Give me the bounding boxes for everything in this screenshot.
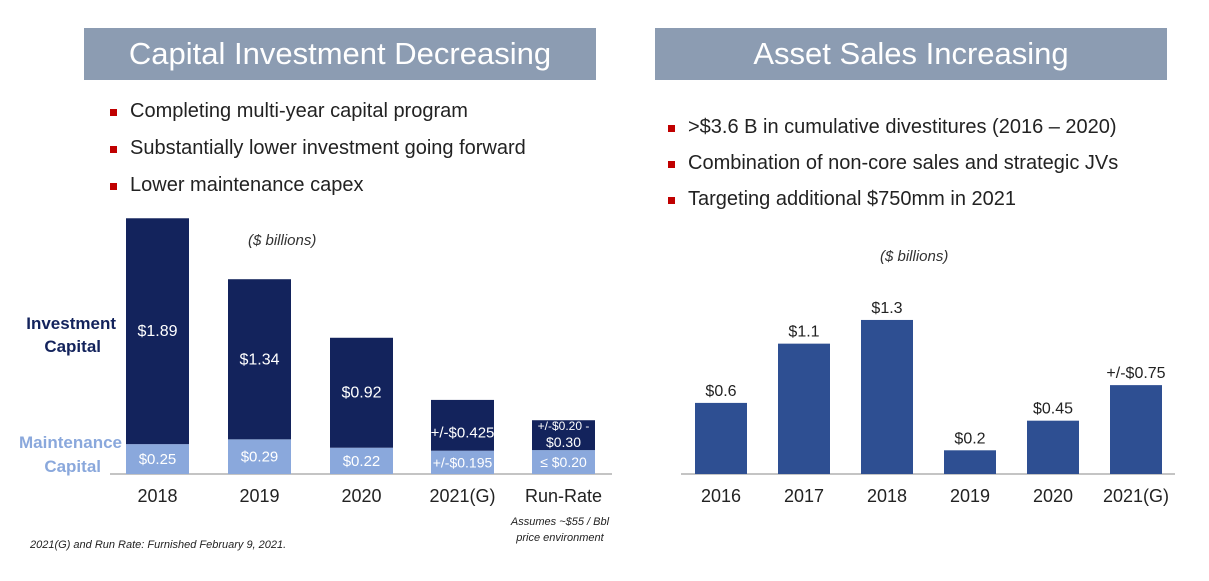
bar-investment — [330, 337, 393, 448]
x-tick-label: 2020 — [1033, 486, 1073, 506]
bar-asset-sales — [778, 343, 830, 474]
x-tick-label: 2016 — [701, 486, 741, 506]
runrate-note-line: Assumes ~$55 / Bbl — [510, 516, 610, 528]
bullet-item: Targeting additional $750mm in 2021 — [666, 188, 1118, 224]
runrate-note: Assumes ~$55 / Bbl price environment — [505, 514, 615, 546]
bar-asset-sales — [1110, 385, 1162, 474]
value-label: $1.1 — [788, 324, 819, 341]
bar-investment — [228, 279, 291, 440]
value-label: $0.45 — [1033, 401, 1073, 418]
bar-investment — [532, 420, 595, 451]
bar-maintenance — [532, 450, 595, 474]
asset-unit-label: ($ billions) — [880, 248, 949, 265]
investment-value-label: $1.89 — [137, 323, 177, 340]
bar-maintenance — [228, 439, 291, 474]
maintenance-capital-label: Maintenance — [19, 433, 122, 452]
investment-value-label: +/-$0.425 — [431, 424, 495, 441]
capital-chart: $0.25 $1.89 2018 $0.29 $1.34 2019 $0.22 $0.92 20… — [110, 218, 612, 506]
capital-investment-title: Capital Investment Decreasing — [84, 28, 596, 80]
investment-capital-label: Capital — [44, 337, 101, 356]
x-tick-label: Run-Rate — [525, 486, 602, 506]
bar-asset-sales — [695, 402, 747, 474]
bullet-item: Lower maintenance capex — [108, 174, 526, 211]
footnote: 2021(G) and Run Rate: Furnished February… — [30, 539, 287, 551]
maintenance-value-label: $0.22 — [343, 453, 381, 470]
asset-bullet-list: >$3.6 B in cumulative divestitures (2016… — [666, 116, 1118, 224]
maintenance-capital-label: Capital — [44, 457, 101, 476]
bullet-item: Substantially lower investment going for… — [108, 137, 526, 174]
maintenance-value-label: ≤ $0.20 — [540, 454, 587, 470]
investment-value-label: $0.92 — [341, 385, 381, 402]
value-label: +/-$0.75 — [1106, 365, 1165, 382]
bar-asset-sales — [861, 319, 913, 474]
bullet-item: Completing multi-year capital program — [108, 100, 526, 137]
bar-investment — [126, 218, 189, 445]
x-tick-label: 2021(G) — [1103, 486, 1169, 506]
runrate-note-line: price environment — [516, 532, 604, 544]
capital-bullet-list: Completing multi-year capital program Su… — [108, 100, 526, 211]
x-tick-label: 2019 — [239, 486, 279, 506]
maintenance-value-label: $0.25 — [139, 451, 177, 468]
bullet-item: >$3.6 B in cumulative divestitures (2016… — [666, 116, 1118, 152]
bar-asset-sales — [1027, 420, 1079, 474]
bar-maintenance — [431, 450, 494, 474]
x-tick-label: 2020 — [341, 486, 381, 506]
bar-asset-sales — [944, 450, 996, 474]
value-label: $1.3 — [871, 300, 902, 317]
bar-investment — [431, 399, 494, 451]
value-label: $0.2 — [954, 430, 985, 447]
bar-maintenance — [126, 444, 189, 474]
maintenance-value-label: $0.29 — [241, 449, 279, 466]
x-tick-label: 2018 — [867, 486, 907, 506]
asset-sales-title: Asset Sales Increasing — [655, 28, 1167, 80]
value-label: $0.6 — [705, 383, 736, 400]
x-tick-label: 2018 — [137, 486, 177, 506]
asset-sales-chart: $0.6 2016 $1.1 2017 $1.3 2018 $0.2 2019 $0.45 202… — [681, 300, 1175, 506]
investment-capital-label: Investment — [26, 314, 116, 333]
x-tick-label: 2021(G) — [429, 486, 495, 506]
series-labels: Investment Capital Maintenance Capital — [19, 314, 122, 476]
x-tick-label: 2017 — [784, 486, 824, 506]
x-tick-label: 2019 — [950, 486, 990, 506]
investment-value-label: $0.30 — [546, 434, 581, 450]
maintenance-value-label: +/-$0.195 — [433, 454, 493, 470]
investment-value-label: $1.34 — [239, 351, 279, 368]
capital-unit-label: ($ billions) — [248, 232, 317, 249]
investment-value-label: +/-$0.20 - — [538, 419, 590, 433]
bullet-item: Combination of non-core sales and strate… — [666, 152, 1118, 188]
bar-maintenance — [330, 447, 393, 474]
